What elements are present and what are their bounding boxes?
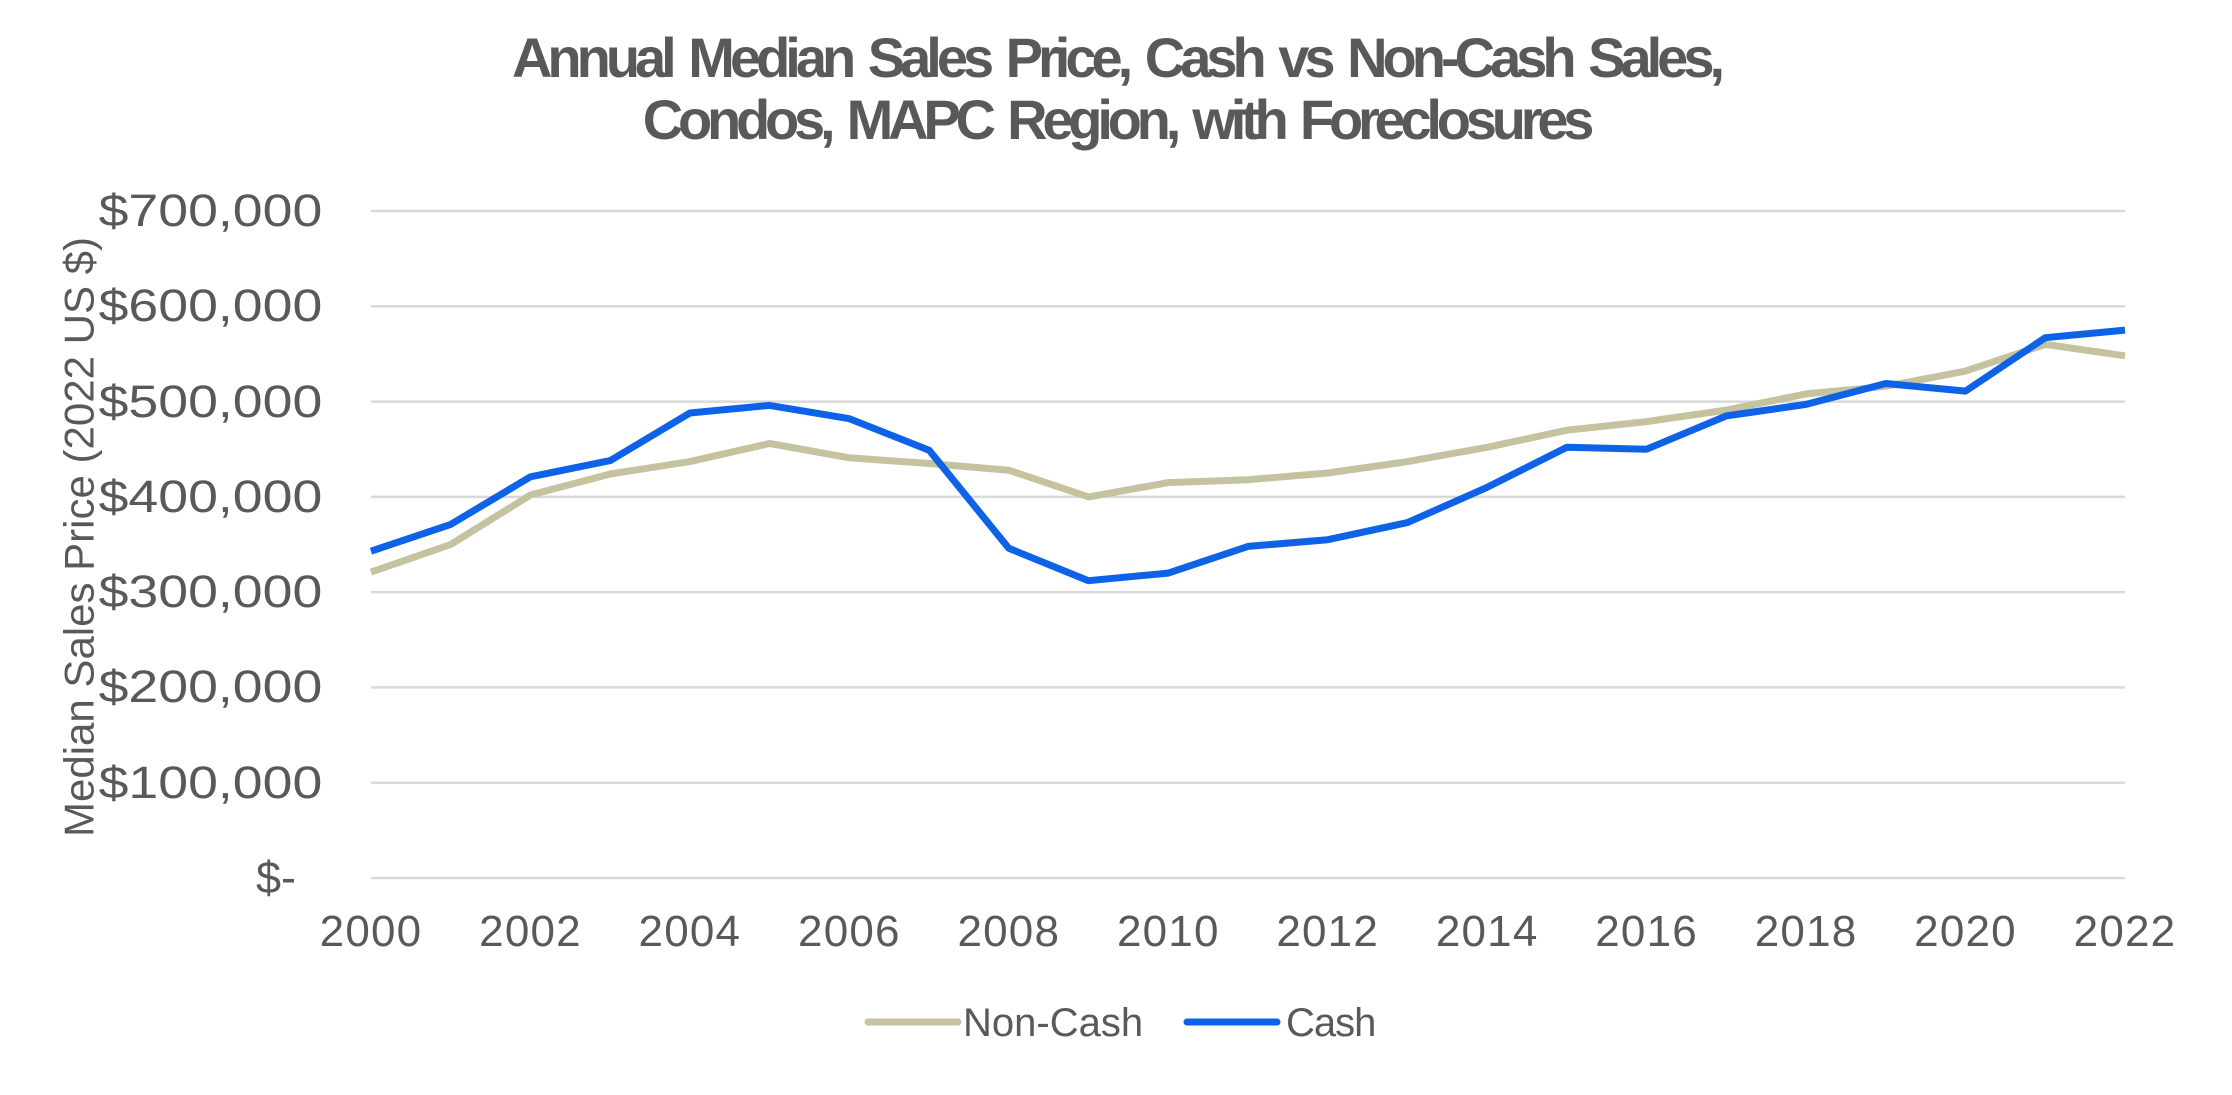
svg-text:$400,000: $400,000 (99, 472, 323, 522)
svg-text:Median Sales Price (2022 US $): Median Sales Price (2022 US $) (56, 237, 103, 837)
svg-text:2014: 2014 (1436, 907, 1539, 956)
svg-text:$500,000: $500,000 (99, 377, 323, 427)
svg-text:2018: 2018 (1755, 907, 1858, 956)
svg-text:Non-Cash: Non-Cash (963, 1001, 1143, 1045)
svg-text:2000: 2000 (320, 907, 423, 956)
svg-text:2006: 2006 (798, 907, 901, 956)
svg-text:2020: 2020 (1914, 907, 2017, 956)
svg-text:2012: 2012 (1276, 907, 1379, 956)
svg-text:2002: 2002 (479, 907, 582, 956)
svg-text:2008: 2008 (957, 907, 1060, 956)
svg-text:2010: 2010 (1117, 907, 1220, 956)
svg-text:$700,000: $700,000 (99, 186, 323, 236)
svg-text:$600,000: $600,000 (99, 281, 323, 331)
svg-text:Cash: Cash (1286, 1001, 1375, 1045)
svg-text:2016: 2016 (1595, 907, 1698, 956)
svg-text:$100,000: $100,000 (99, 758, 323, 808)
svg-text:$300,000: $300,000 (99, 567, 323, 617)
svg-text:2004: 2004 (639, 907, 742, 956)
svg-text:$200,000: $200,000 (99, 662, 323, 712)
svg-text:2022: 2022 (2074, 907, 2177, 956)
svg-text:$-: $- (256, 852, 296, 903)
